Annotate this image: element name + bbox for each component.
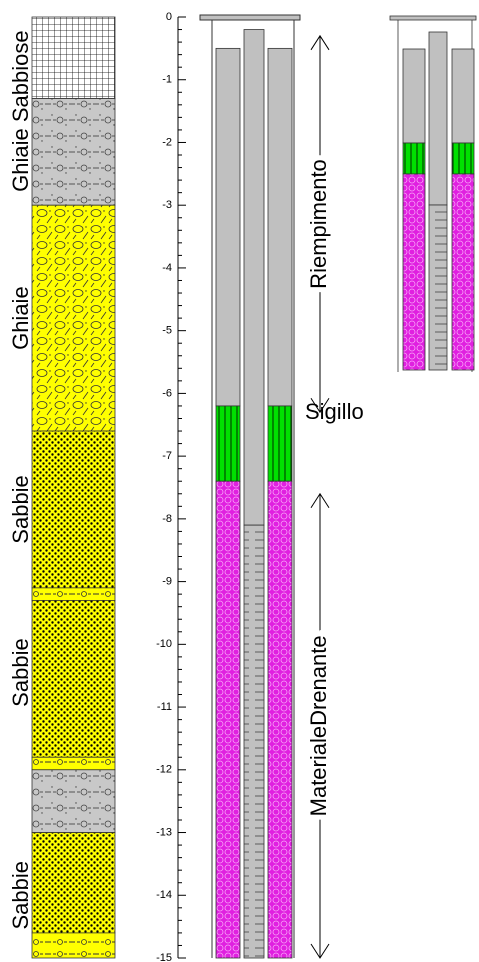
tick-label: -4 [162,262,172,274]
annotation: Riempimento [306,159,331,289]
annulus-drain [216,481,240,958]
lithology-layer [32,17,115,99]
pipe [244,30,264,526]
tick-label: -11 [157,701,172,713]
tick-label: 0 [166,11,172,23]
unit-label: Sabbie [8,638,33,707]
well-inset [390,16,476,372]
tick-label: -2 [162,136,172,148]
tick-label: -13 [156,826,172,838]
lithology-layer [32,770,115,833]
unit-label: Ghiaie Sabbiose [8,30,33,191]
lithology-layer [32,833,115,933]
lithology-layer [32,757,115,770]
annulus-fill [268,48,292,406]
well-cap [200,15,300,20]
screen [244,525,264,958]
tick-label: -3 [162,199,172,211]
lithology-layer [32,205,115,431]
lithology-layer [32,588,115,601]
lithology-layer [32,431,115,588]
tick-label: -15 [156,952,172,962]
annotation: Sigillo [305,399,364,424]
unit-label: Ghiaie [8,286,33,350]
annulus-seal [216,406,240,481]
tick-label: -7 [162,450,172,462]
unit-label: Sabbie [8,861,33,930]
tick-label: -8 [162,513,172,525]
tick-label: -5 [162,325,172,337]
unit-label: Sabbie [8,475,33,544]
annulus-fill [216,48,240,406]
annulus-drain [268,481,292,958]
tick-label: -10 [156,638,172,650]
lithology-layer [32,600,115,757]
lithology-layer [32,99,115,206]
borehole-log: 0 -1 -2 -3 -4 -5 -6 -7 -8 -9 -10 -11 -12 -13 -14 -15 Ghi… [0,0,479,962]
tick-label: -1 [162,74,172,86]
tick-label: -14 [156,889,172,901]
tick-label: -12 [156,764,172,776]
tick-label: -9 [162,576,172,588]
annulus-seal [268,406,292,481]
lithology-layer [32,933,115,958]
tick-label: -6 [162,387,172,399]
annotation: MaterialeDrenante [306,635,331,816]
